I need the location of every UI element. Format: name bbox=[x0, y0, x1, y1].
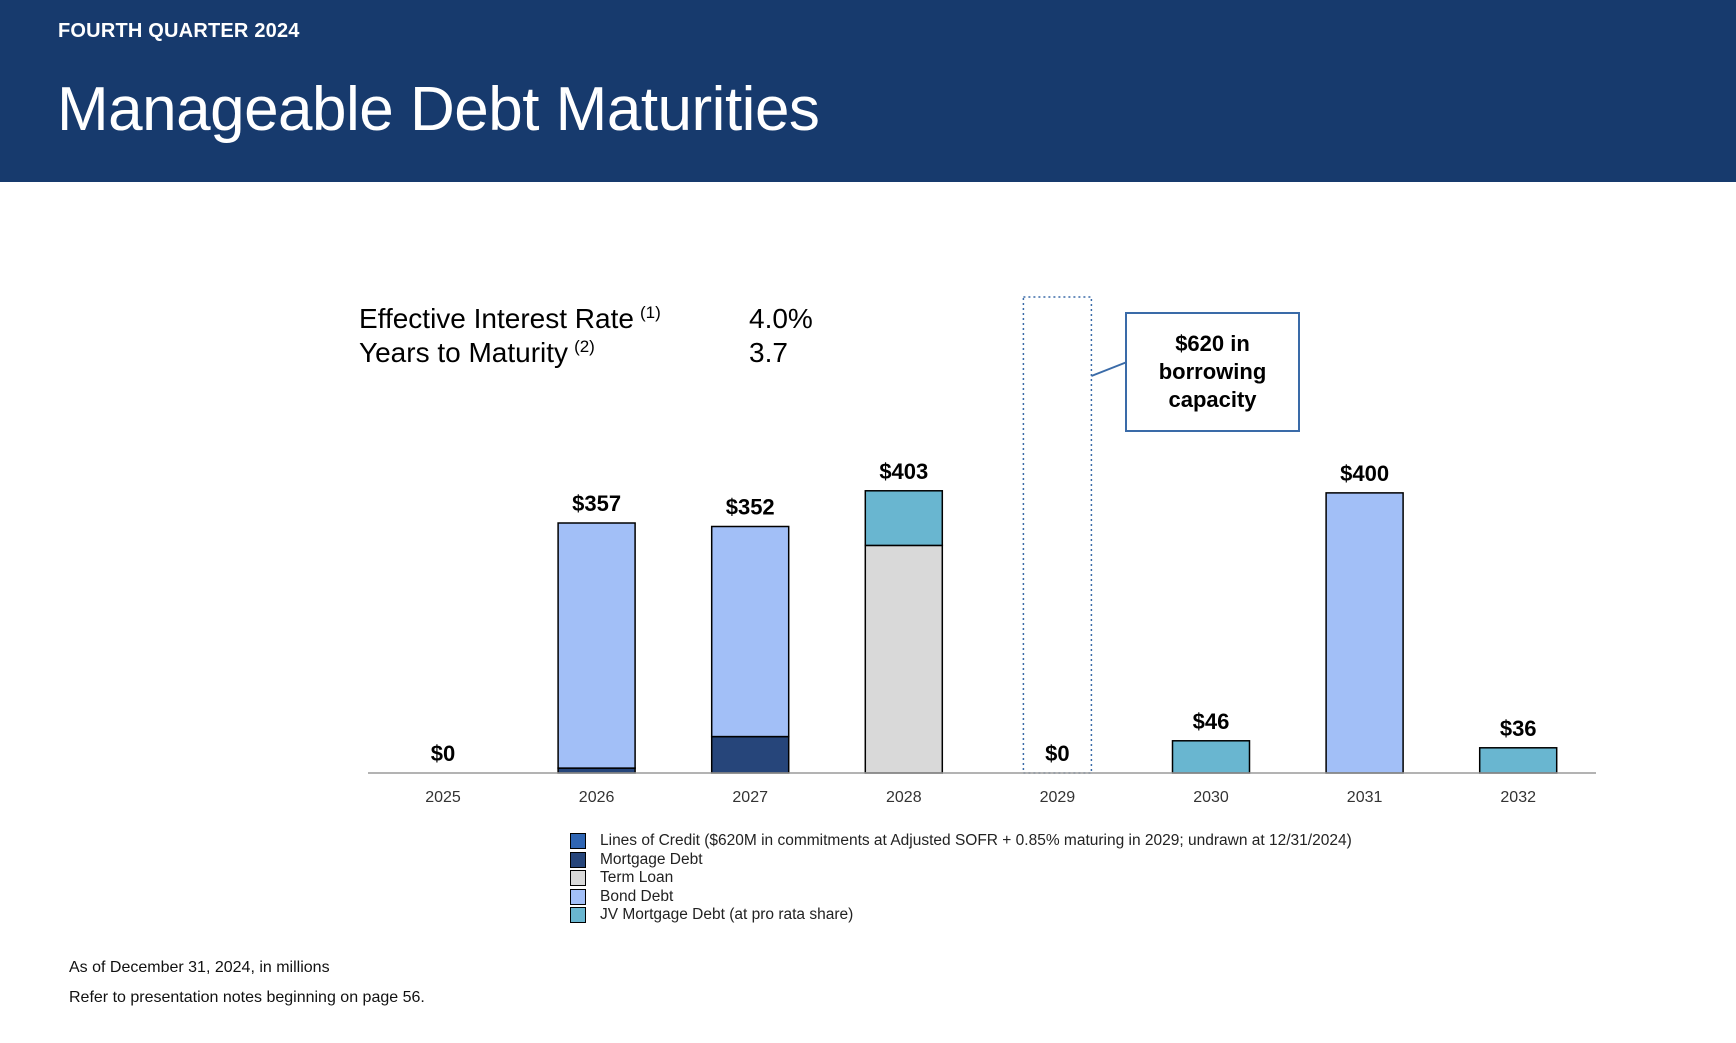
data-label-2029: $0 bbox=[1045, 741, 1069, 766]
bar-2027-series-1 bbox=[710, 735, 790, 774]
legend-swatch bbox=[570, 833, 586, 849]
bar-2030-series-4 bbox=[1171, 740, 1251, 774]
x-tick-2025: 2025 bbox=[425, 789, 461, 806]
header-banner: FOURTH QUARTER 2024 Manageable Debt Matu… bbox=[0, 0, 1736, 182]
legend-label: Term Loan bbox=[600, 869, 674, 886]
x-tick-2031: 2031 bbox=[1347, 789, 1383, 806]
footnote-as-of: As of December 31, 2024, in millions bbox=[69, 959, 330, 976]
stat-value: 3.7 bbox=[749, 337, 788, 368]
report-period: FOURTH QUARTER 2024 bbox=[58, 20, 300, 42]
page-title: Manageable Debt Maturities bbox=[57, 75, 820, 144]
stat-label: Years to Maturity bbox=[359, 337, 569, 368]
data-label-2026: $357 bbox=[572, 491, 621, 516]
highlight-box-2029 bbox=[1022, 296, 1093, 774]
bar-2027-series-3 bbox=[710, 525, 790, 738]
x-tick-2028: 2028 bbox=[886, 789, 922, 806]
bar-2032-series-4 bbox=[1478, 747, 1558, 774]
data-label-2028: $403 bbox=[879, 459, 928, 484]
legend-swatch bbox=[570, 907, 586, 923]
borrowing-capacity-callout: $620 in borrowing capacity bbox=[1125, 312, 1300, 432]
x-tick-2026: 2026 bbox=[579, 789, 615, 806]
bar-2031-series-3 bbox=[1325, 492, 1404, 774]
x-tick-2030: 2030 bbox=[1193, 789, 1229, 806]
data-label-2030: $46 bbox=[1193, 709, 1230, 734]
legend-label: Lines of Credit ($620M in commitments at… bbox=[600, 832, 1352, 849]
legend-label: JV Mortgage Debt (at pro rata share) bbox=[600, 906, 854, 923]
footnote-marker: (1) bbox=[639, 303, 661, 322]
data-label-2031: $400 bbox=[1340, 461, 1389, 486]
data-label-2025: $0 bbox=[431, 741, 455, 766]
x-tick-2027: 2027 bbox=[732, 789, 768, 806]
bar-2028-series-4 bbox=[864, 490, 944, 547]
callout-connector-line bbox=[1091, 361, 1128, 377]
legend-label: Mortgage Debt bbox=[600, 850, 703, 868]
bar-2026-series-3 bbox=[557, 522, 636, 769]
legend-label: Bond Debt bbox=[600, 887, 674, 905]
legend-swatch bbox=[570, 888, 586, 905]
data-label-2027: $352 bbox=[726, 495, 775, 520]
legend-swatch bbox=[570, 870, 586, 886]
data-label-2032: $36 bbox=[1500, 716, 1537, 741]
legend-swatch bbox=[570, 851, 586, 868]
bar-2028-series-2 bbox=[864, 544, 944, 774]
footnote-marker: (2) bbox=[574, 337, 595, 356]
x-tick-2032: 2032 bbox=[1500, 789, 1536, 806]
footnote-presentation-notes: Refer to presentation notes beginning on… bbox=[69, 989, 425, 1006]
x-tick-2029: 2029 bbox=[1040, 789, 1076, 806]
stat-value: 4.0% bbox=[749, 303, 813, 334]
callout-text: $620 in borrowing capacity bbox=[1158, 331, 1267, 412]
stat-label: Effective Interest Rate bbox=[359, 303, 634, 334]
